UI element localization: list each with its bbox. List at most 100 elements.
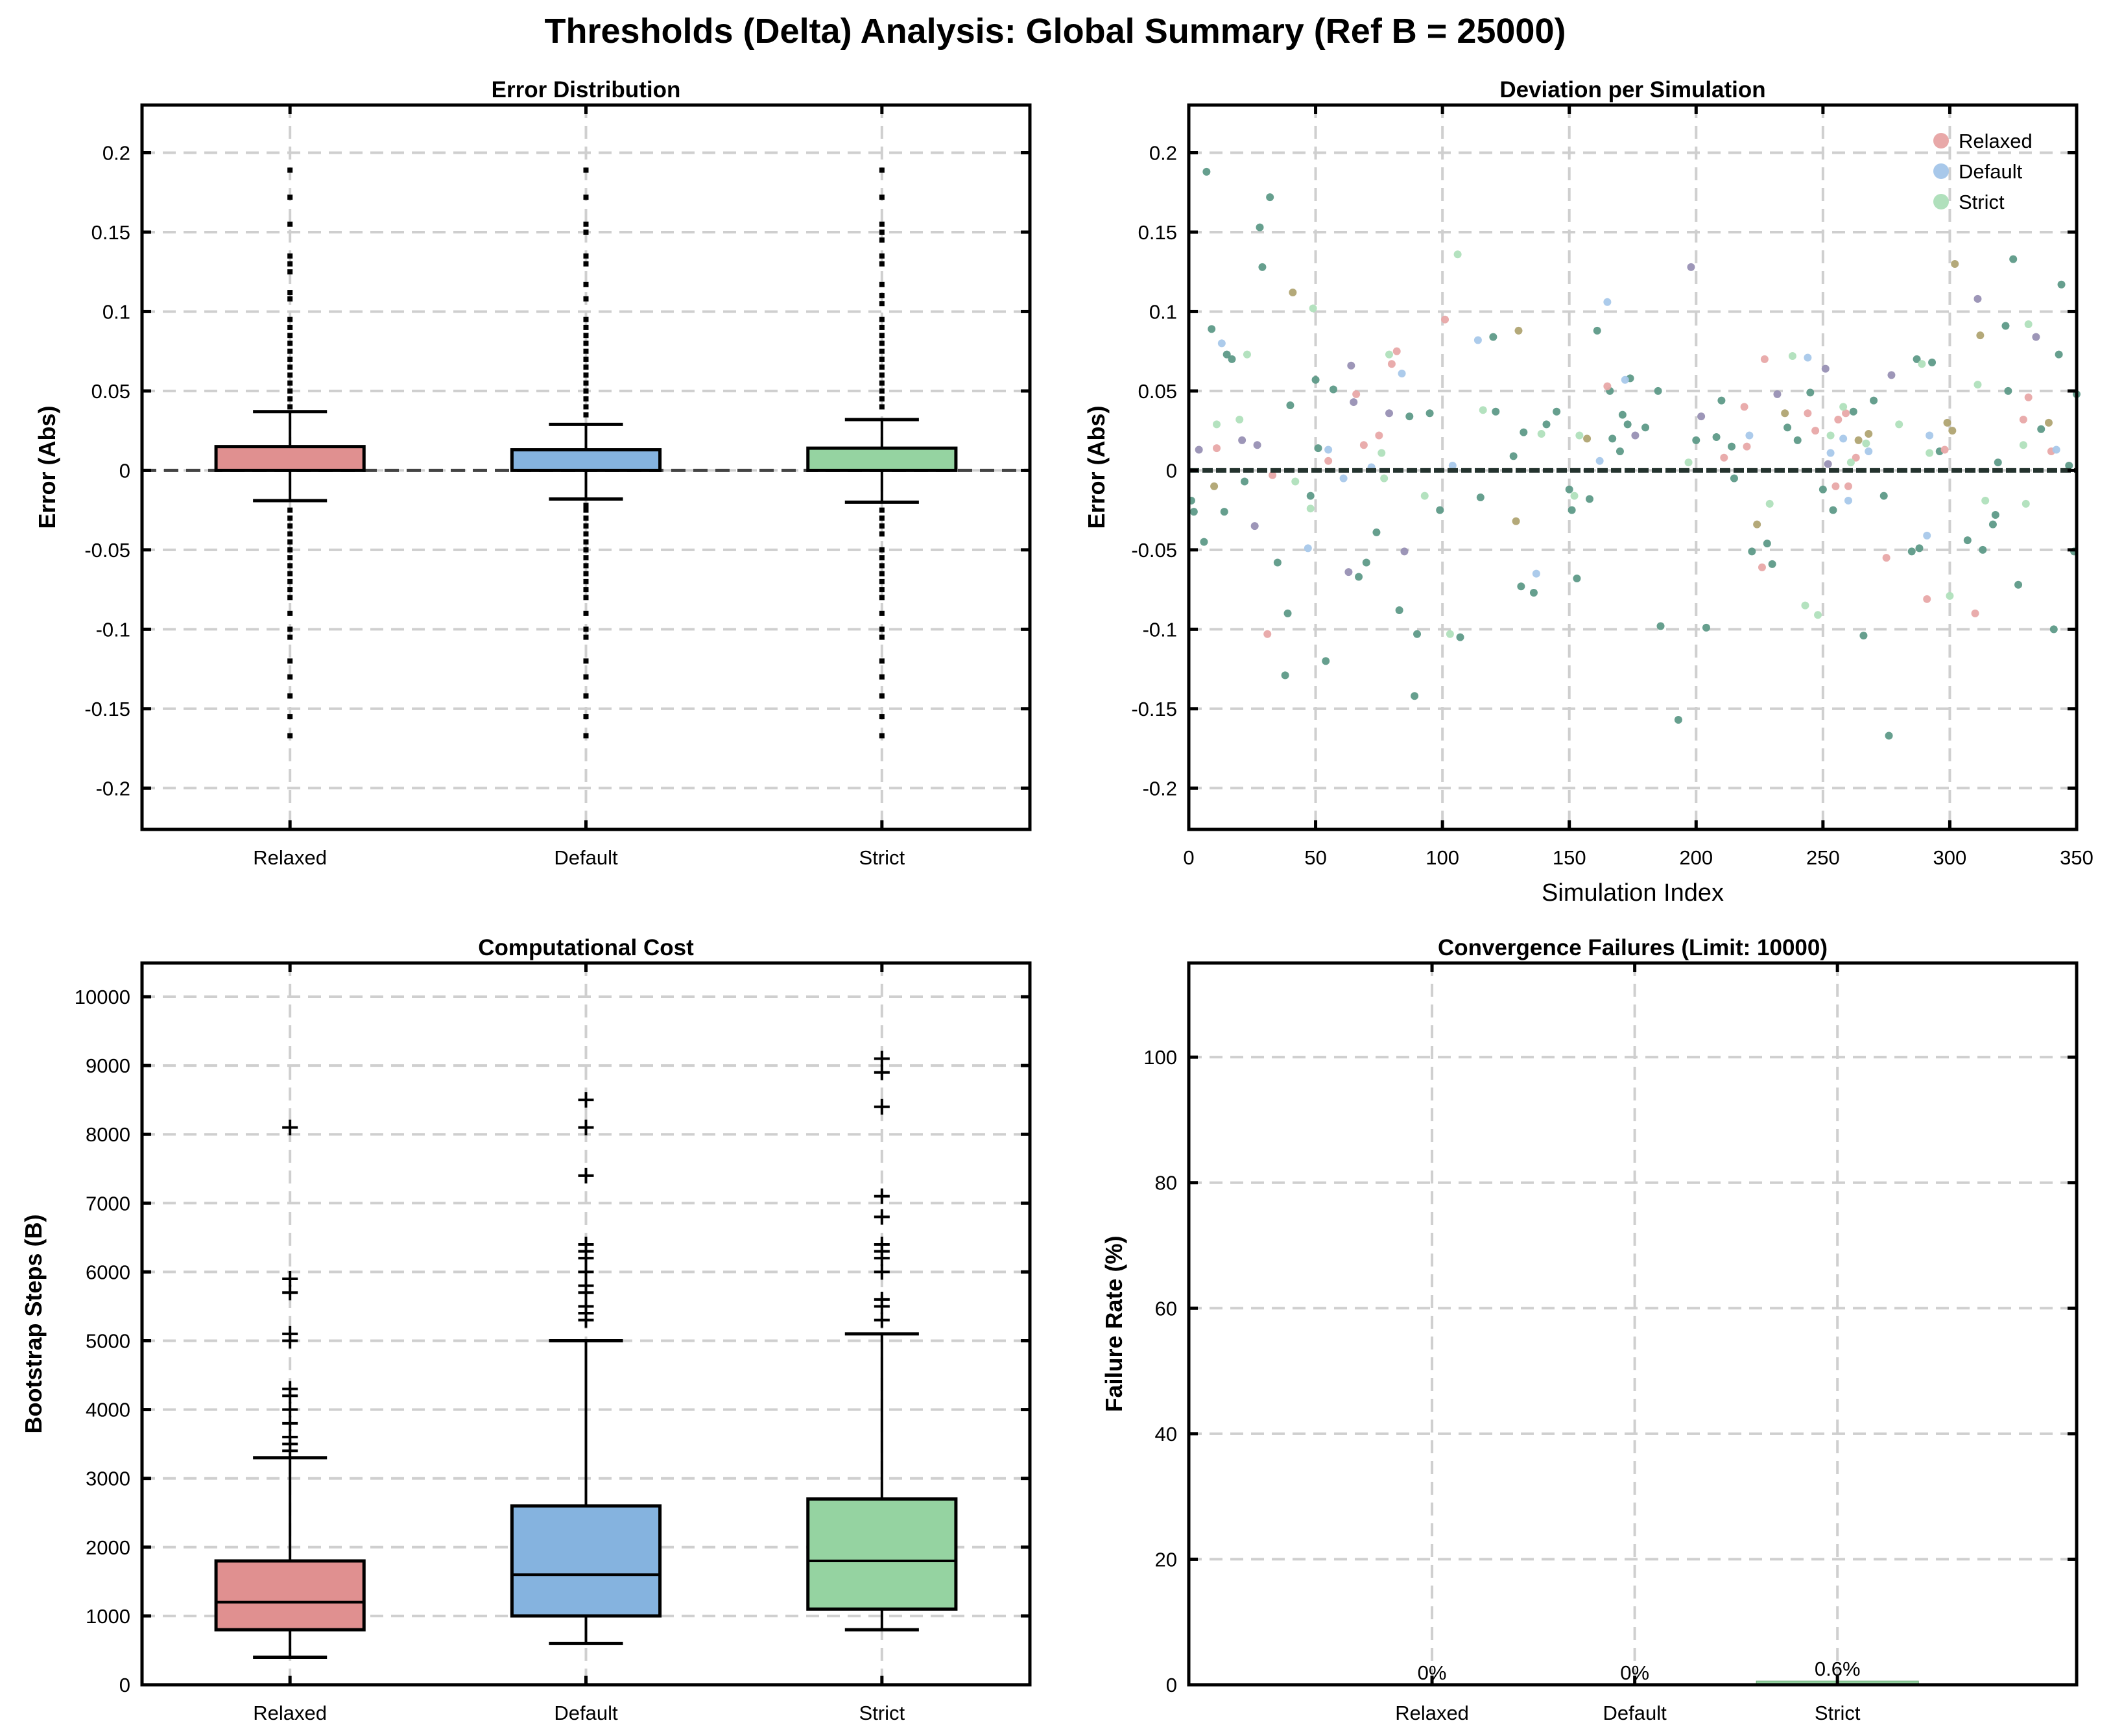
flier-marker bbox=[287, 733, 293, 739]
flier-marker bbox=[879, 372, 885, 378]
data-point-all bbox=[1692, 436, 1700, 444]
figure-title: Thresholds (Delta) Analysis: Global Summ… bbox=[545, 12, 1566, 51]
data-point-all bbox=[1492, 407, 1500, 416]
legend-label-strict: Strict bbox=[1959, 191, 2005, 213]
x-axis-label: Simulation Index bbox=[1542, 879, 1724, 907]
flier-marker bbox=[578, 1236, 594, 1252]
flier-marker bbox=[583, 531, 589, 537]
y-tick-label: 6000 bbox=[86, 1261, 130, 1283]
data-point-relaxed bbox=[1359, 441, 1368, 449]
data-point-all bbox=[1870, 396, 1878, 405]
data-point-strict bbox=[1895, 420, 1903, 429]
data-point-all bbox=[1674, 715, 1682, 724]
flier-marker bbox=[879, 555, 885, 561]
data-point-all bbox=[1994, 458, 2002, 467]
flier-marker bbox=[879, 253, 885, 259]
data-point-all bbox=[1241, 477, 1249, 486]
data-point-all bbox=[1355, 573, 1363, 581]
data-point-relaxed-default bbox=[1238, 436, 1246, 444]
flier-marker bbox=[282, 1271, 298, 1287]
data-point-relaxed-strict bbox=[1854, 436, 1863, 444]
flier-marker bbox=[874, 1099, 890, 1115]
flier-marker bbox=[879, 281, 885, 287]
x-tick-label: Relaxed bbox=[253, 1702, 327, 1724]
legend: Relaxed Default Strict bbox=[1933, 130, 2033, 213]
flier-marker bbox=[578, 1119, 594, 1136]
data-point-relaxed bbox=[1923, 595, 1931, 603]
axes-frame bbox=[140, 103, 1032, 831]
data-point-strict bbox=[1926, 449, 1934, 457]
flier-marker bbox=[879, 167, 885, 173]
data-point-all bbox=[2009, 255, 2018, 263]
flier-marker bbox=[874, 1209, 890, 1225]
flier-marker bbox=[287, 290, 293, 296]
data-point-default bbox=[1339, 474, 1348, 482]
data-point-relaxed bbox=[1352, 390, 1361, 398]
data-point-all bbox=[1314, 444, 1322, 453]
y-tick-label: 5000 bbox=[86, 1329, 130, 1352]
y-tick-label: 0 bbox=[119, 1674, 130, 1696]
y-tick-label: 9000 bbox=[86, 1054, 130, 1077]
x-tick-label: Relaxed bbox=[1395, 1702, 1469, 1724]
data-point-all bbox=[1915, 544, 1924, 553]
y-tick-label: 0.05 bbox=[1138, 380, 1177, 403]
flier-marker bbox=[287, 515, 293, 521]
data-point-strict bbox=[2024, 320, 2033, 329]
axes-ticks: 0 1000 2000 3000 4000 5000 6000 7000 8000 9000 100… bbox=[75, 963, 1030, 1724]
data-point-relaxed-strict bbox=[1943, 418, 1951, 427]
data-point-relaxed bbox=[2024, 393, 2033, 401]
data-point-strict bbox=[1420, 492, 1429, 500]
data-point-all bbox=[1586, 495, 1594, 503]
flier-marker bbox=[879, 348, 885, 354]
flier-marker bbox=[578, 1167, 594, 1183]
data-point-all bbox=[1517, 582, 1525, 591]
data-point-strict bbox=[1974, 381, 1982, 389]
flier-marker bbox=[879, 340, 885, 346]
x-tick-label: 350 bbox=[2060, 846, 2093, 869]
axes-ticks: -0.2 -0.15 -0.1 -0.05 0 0.05 0.1 0.15 0.2 Relaxed… bbox=[84, 105, 1030, 869]
flier-marker bbox=[583, 733, 589, 739]
data-point-relaxed-default bbox=[2032, 333, 2040, 341]
data-point-all bbox=[1728, 442, 1736, 451]
data-point-strict bbox=[1684, 458, 1693, 467]
y-tick-label: 0.1 bbox=[102, 300, 130, 323]
flier-marker bbox=[879, 195, 885, 200]
data-point-strict bbox=[1385, 350, 1394, 359]
flier-marker bbox=[583, 507, 589, 513]
flier-marker bbox=[287, 253, 293, 259]
flier-marker bbox=[287, 221, 293, 227]
data-point-all bbox=[1988, 520, 1997, 529]
data-point-all bbox=[1819, 485, 1827, 493]
data-point-all bbox=[2037, 425, 2045, 433]
flier-marker bbox=[874, 1188, 890, 1204]
flier-marker bbox=[287, 404, 293, 410]
flier-marker bbox=[287, 547, 293, 553]
data-point-strict bbox=[1213, 420, 1221, 429]
flier-marker bbox=[287, 269, 293, 275]
data-point-all bbox=[1222, 350, 1231, 359]
flier-marker bbox=[879, 714, 885, 720]
data-point-all bbox=[2057, 280, 2066, 289]
flier-marker bbox=[879, 261, 885, 267]
x-tick-label: Relaxed bbox=[253, 846, 327, 869]
y-tick-label: 0 bbox=[1166, 1674, 1177, 1696]
data-point-all bbox=[1228, 355, 1236, 363]
data-point-all bbox=[1849, 407, 1857, 416]
data-point-all bbox=[1717, 396, 1726, 405]
data-point-strict bbox=[1537, 430, 1545, 438]
flier-marker bbox=[583, 658, 589, 664]
data-point-strict bbox=[1235, 416, 1244, 424]
data-point-relaxed-strict bbox=[1583, 434, 1592, 443]
flier-marker bbox=[287, 356, 293, 362]
data-point-all bbox=[1529, 589, 1538, 597]
data-point-all bbox=[1593, 326, 1601, 335]
flier-marker bbox=[583, 340, 589, 346]
data-point-relaxed-default bbox=[1824, 460, 1832, 468]
flier-marker bbox=[287, 396, 293, 402]
data-point-relaxed bbox=[1387, 360, 1396, 368]
box-default bbox=[510, 167, 662, 739]
axes-ticks: 0 20 40 60 80 100 Relaxed Default Strict bbox=[1143, 963, 2077, 1724]
data-point-default bbox=[2052, 446, 2060, 454]
data-point-strict bbox=[1788, 352, 1796, 361]
